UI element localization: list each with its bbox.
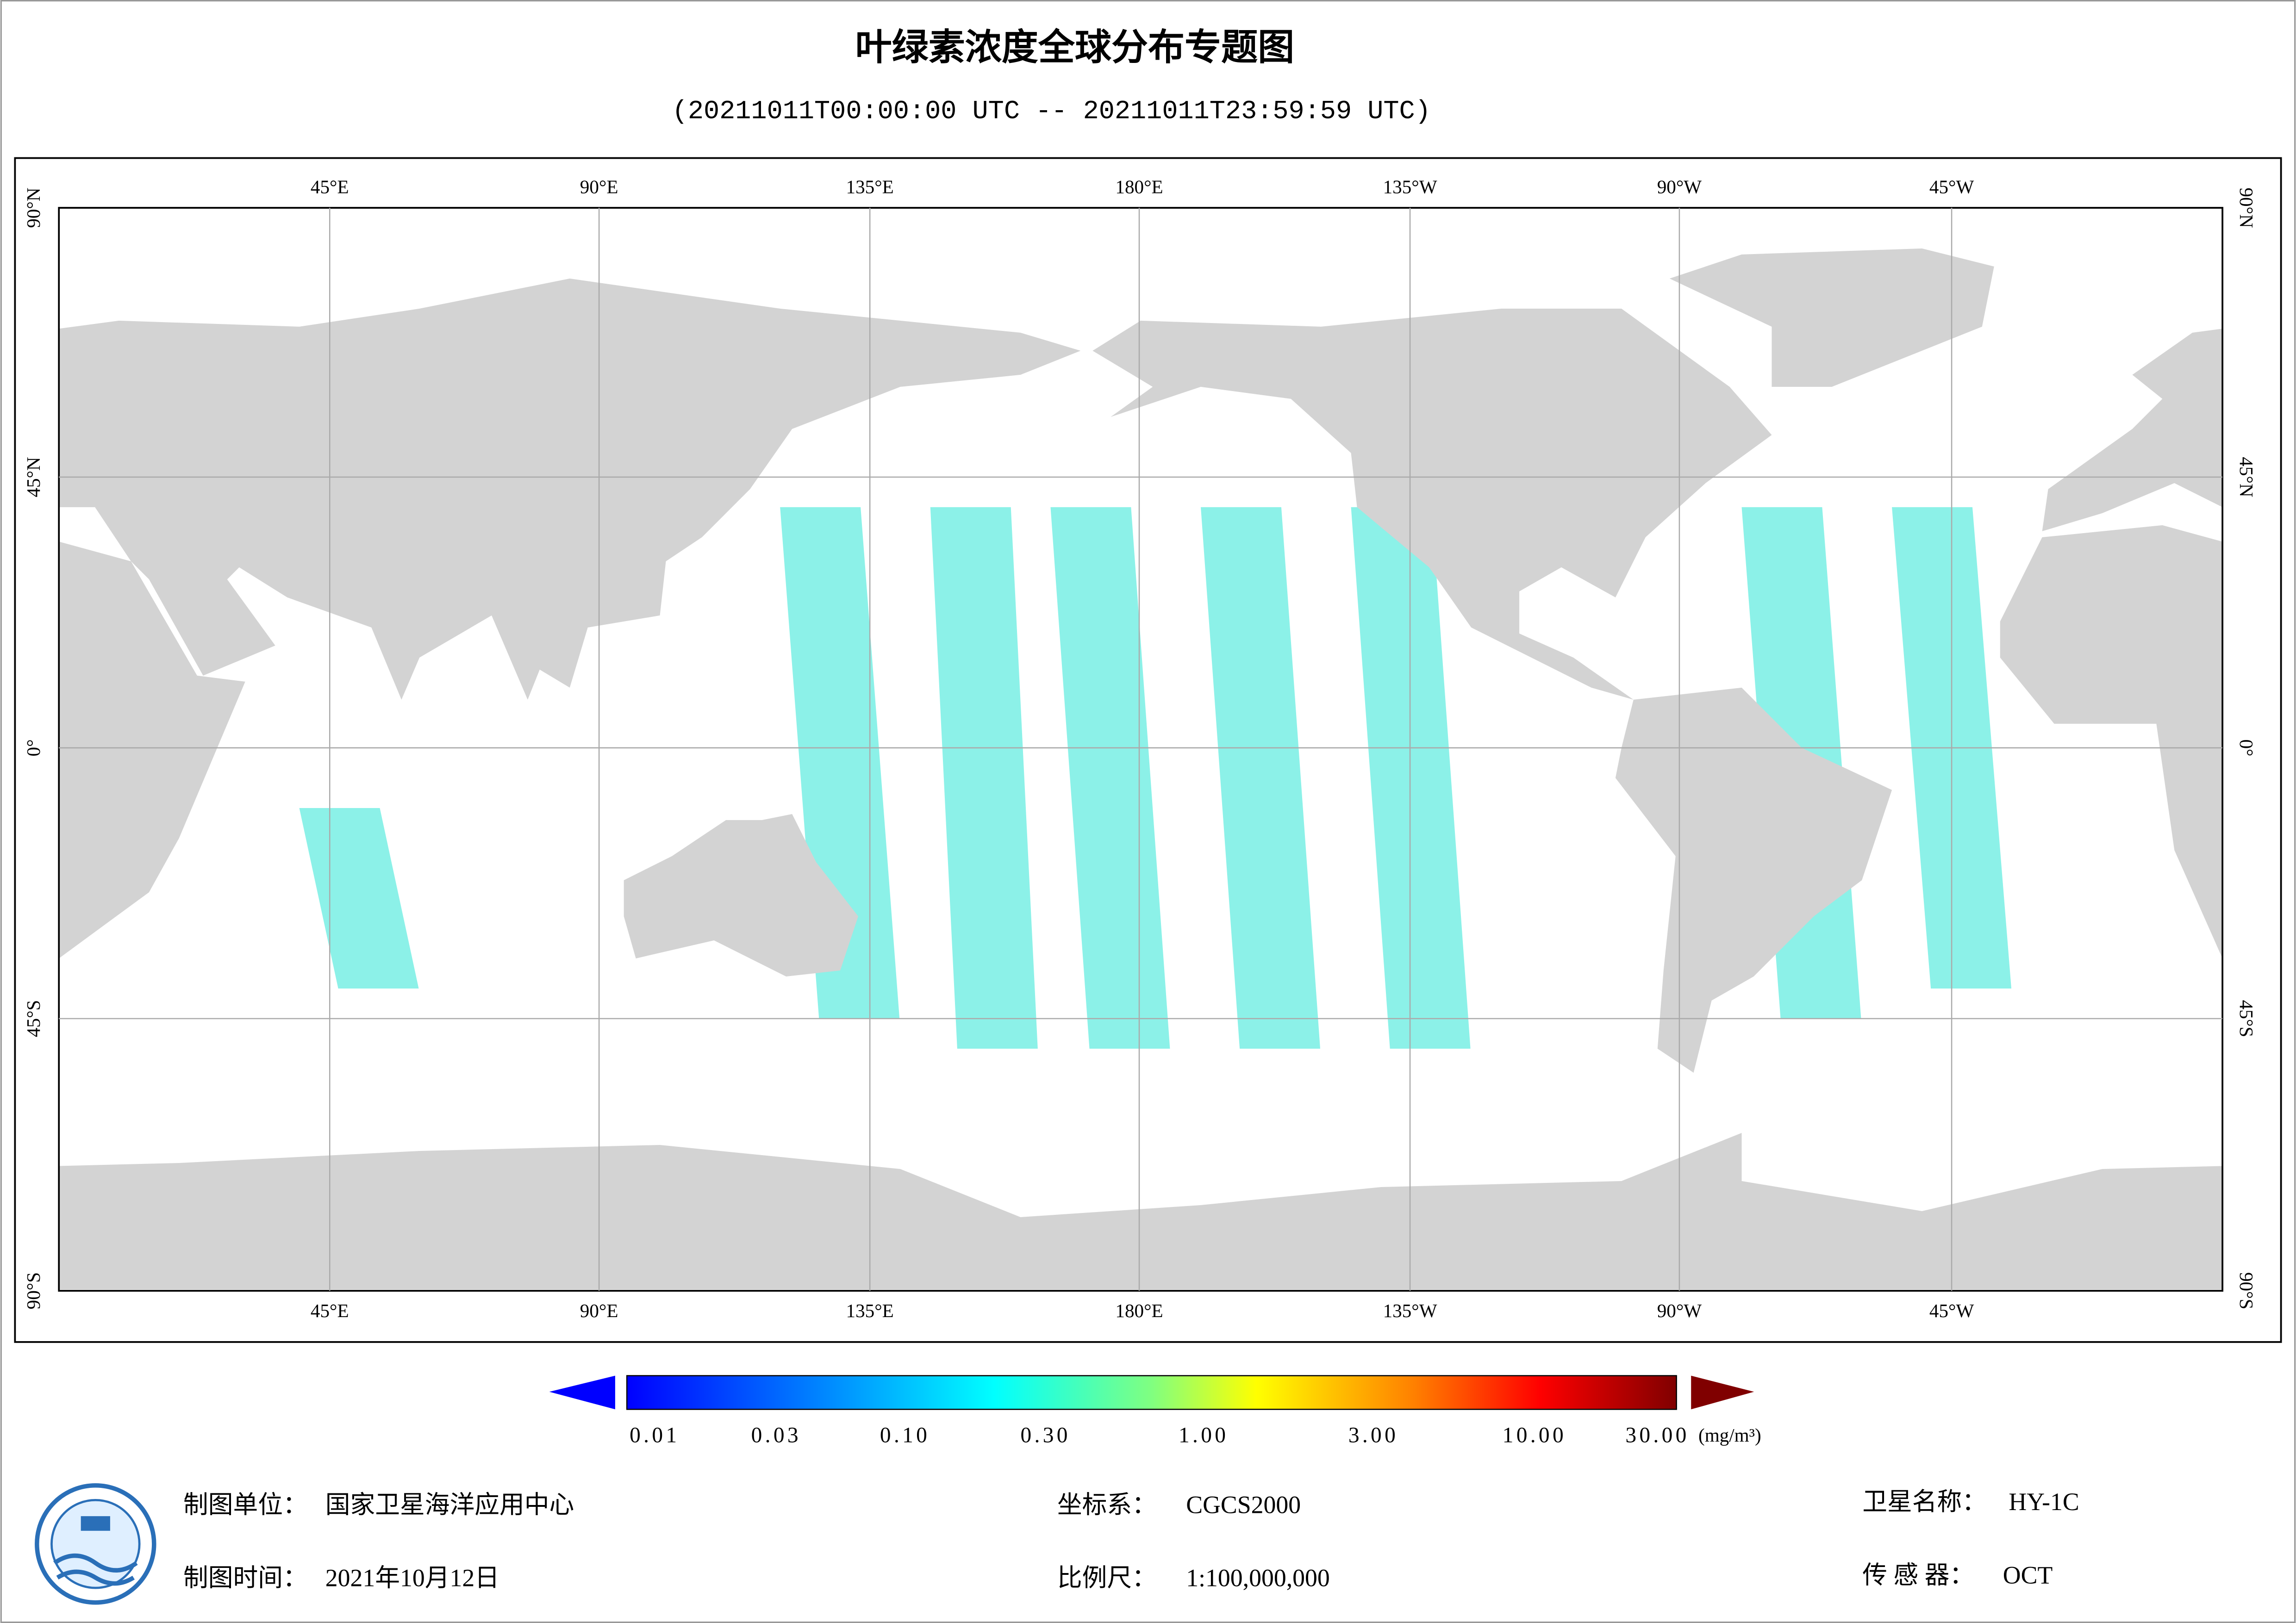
lat-label-left: 90°S (23, 1272, 44, 1309)
lon-label-bottom: 180°E (1115, 1300, 1163, 1321)
lat-label-right: 45°S (2236, 1000, 2257, 1037)
chlorophyll-swath (1201, 507, 1321, 1049)
title: 叶绿素浓度全球分布专题图 (855, 26, 1295, 68)
footer-value: CGCS2000 (1186, 1491, 1301, 1519)
lon-label-bottom: 45°W (1929, 1300, 1974, 1321)
lon-label-bottom: 45°E (311, 1300, 349, 1321)
land-northamerica (1092, 308, 1772, 700)
lat-label-left: 45°N (23, 457, 44, 497)
footer-value: 1:100,000,000 (1186, 1564, 1330, 1592)
lat-label-right: 90°S (2236, 1272, 2257, 1309)
lon-label-bottom: 135°W (1383, 1300, 1437, 1321)
footer-value: OCT (2003, 1561, 2053, 1589)
land-antarctica (59, 1144, 1021, 1289)
lon-label-top: 90°W (1657, 176, 1702, 197)
lat-label-left: 45°S (23, 1000, 44, 1037)
colorbar-tick-label: 0.10 (880, 1423, 930, 1447)
chlorophyll-swath (1050, 507, 1170, 1049)
footer-label: 坐标系： (1057, 1491, 1157, 1519)
colorbar-tick-label: 30.00 (1625, 1423, 1689, 1447)
land-africa (2000, 525, 2223, 958)
colorbar: 0.01 0.03 0.10 0.30 1.00 3.00 10.00 30.00 (mg/m³… (549, 1375, 1761, 1447)
colorbar-tick-label: 1.00 (1179, 1423, 1229, 1447)
lon-label-top: 135°E (846, 176, 894, 197)
lat-label-right: 45°N (2236, 457, 2257, 497)
colorbar-tick-label: 0.03 (751, 1423, 801, 1447)
footer-label: 制图单位： (183, 1491, 308, 1519)
colorbar-tick-label: 3.00 (1348, 1423, 1398, 1447)
footer-value: HY-1C (2009, 1488, 2079, 1516)
lon-label-bottom: 90°E (580, 1300, 618, 1321)
chlorophyll-swath (930, 507, 1038, 1049)
footer-label: 制图时间： (183, 1564, 308, 1592)
footer-label: 卫星名称： (1862, 1488, 1987, 1516)
map-outer-frame (14, 157, 2282, 1343)
footer-label: 比例尺： (1057, 1564, 1157, 1592)
lon-label-top: 45°W (1929, 176, 1974, 197)
colorbar-tick-label: 0.01 (630, 1423, 680, 1447)
colorbar-low-arrow (549, 1375, 615, 1410)
land-australia (624, 814, 858, 976)
map-frame (58, 207, 2224, 1292)
footer-value: 2021年10月12日 (325, 1564, 499, 1592)
lon-label-bottom: 90°W (1657, 1300, 1702, 1321)
lat-label-right: 90°N (2236, 187, 2257, 228)
lon-label-top: 135°W (1383, 176, 1437, 197)
lon-label-top: 90°E (580, 176, 618, 197)
colorbar-tick-label: 0.30 (1020, 1423, 1070, 1447)
colorbar-high-arrow (1691, 1375, 1754, 1410)
land-eurasia (2042, 329, 2223, 531)
land-southamerica (1615, 687, 1892, 1073)
subtitle: (20211011T00:00:00 UTC -- 20211011T23:59… (672, 97, 1431, 126)
map-area (59, 208, 2223, 1291)
footer-value: 国家卫星海洋应用中心 (325, 1491, 574, 1519)
lon-label-bottom: 135°E (846, 1300, 894, 1321)
lon-label-top: 45°E (311, 176, 349, 197)
lon-label-top: 180°E (1115, 176, 1163, 197)
footer-label: 传 感 器： (1862, 1561, 1974, 1589)
land-antarctica (1020, 1132, 2223, 1289)
land-africa (59, 541, 245, 958)
colorbar-ramp (626, 1375, 1677, 1410)
lat-label-left: 0° (23, 739, 44, 756)
lat-label-right: 0° (2236, 739, 2257, 756)
land-eurasia (59, 278, 1081, 700)
colorbar-tick-label: 10.00 (1503, 1423, 1566, 1447)
chlorophyll-swath (1351, 507, 1471, 1049)
colorbar-unit: (mg/m³) (1698, 1424, 1761, 1446)
logo (35, 1483, 156, 1605)
land-greenland (1669, 248, 1994, 387)
lat-label-left: 90°N (23, 187, 44, 228)
